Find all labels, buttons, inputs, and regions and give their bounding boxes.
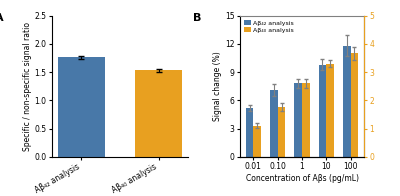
Bar <box>278 107 286 157</box>
Bar <box>302 83 310 157</box>
Bar <box>58 57 104 157</box>
Text: A: A <box>0 13 4 23</box>
Bar <box>343 46 350 157</box>
Bar <box>294 83 302 157</box>
Text: B: B <box>193 13 201 23</box>
Bar <box>246 108 254 157</box>
Bar <box>270 90 278 157</box>
Bar <box>136 70 182 157</box>
Legend: Aβ₄₂ analysis, Aβ₄₀ analysis: Aβ₄₂ analysis, Aβ₄₀ analysis <box>243 19 295 34</box>
Bar <box>254 126 261 157</box>
Y-axis label: Specific / non-specific signal ratio: Specific / non-specific signal ratio <box>22 22 32 151</box>
Bar <box>350 53 358 157</box>
Y-axis label: Signal change (%): Signal change (%) <box>213 51 222 121</box>
Bar <box>318 65 326 157</box>
X-axis label: Concentration of Aβs (pg/mL): Concentration of Aβs (pg/mL) <box>246 174 358 183</box>
Bar <box>326 64 334 157</box>
